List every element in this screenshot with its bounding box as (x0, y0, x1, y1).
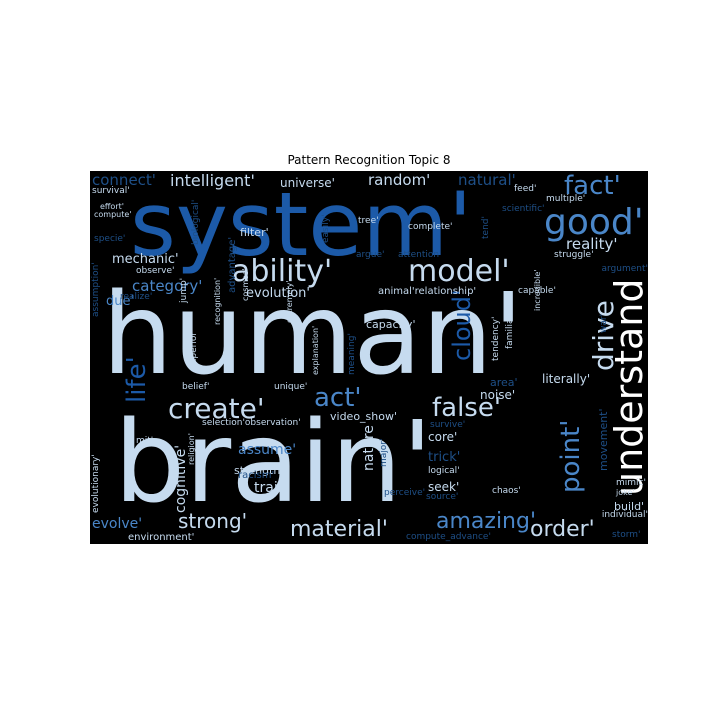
word-cloud-word: mechanic' (112, 252, 179, 267)
word-cloud: system' human' brain' understand ability' mod… (90, 171, 648, 544)
word-cloud-word: intelligent' (170, 171, 255, 190)
word-cloud-word: realize' (120, 292, 153, 302)
word-cloud-word: religion' (187, 433, 196, 465)
word-cloud-word: drive (587, 300, 620, 371)
word-cloud-word: compute_advance' (406, 532, 491, 542)
word-cloud-word: filter' (240, 226, 269, 239)
word-cloud-word: cosmos' (241, 268, 250, 301)
word-cloud-word: act' (314, 383, 362, 413)
word-cloud-word: specie' (94, 234, 126, 244)
word-cloud-word: complete' (408, 222, 453, 232)
word-cloud-word: feed' (514, 184, 537, 194)
word-cloud-word: material' (290, 517, 388, 542)
word-cloud-word: assume' (238, 442, 297, 458)
word-cloud-word: tend' (481, 216, 491, 239)
word-cloud-word: survive' (430, 420, 466, 430)
word-cloud-word: random' (368, 171, 431, 189)
word-cloud-word: trick' (428, 450, 461, 465)
word-cloud-word: effort' (100, 202, 124, 211)
word-cloud-word: argument' (601, 264, 649, 274)
word-cloud-word: chaos' (492, 486, 521, 496)
word-cloud-word: evolution' (246, 286, 310, 301)
word-cloud-word: compute' (94, 210, 132, 219)
word-cloud-word: nature (361, 425, 377, 471)
word-cloud-word: build' (614, 500, 645, 513)
word-cloud-word: logical' (428, 466, 460, 476)
word-cloud-word: biological' (191, 199, 201, 245)
word-cloud-word: seek' (428, 480, 460, 494)
word-cloud-word: belief' (182, 382, 210, 392)
word-cloud-word: mit' (136, 436, 154, 446)
word-cloud-word: universe' (280, 176, 335, 190)
word-cloud-word: due' (106, 294, 135, 309)
word-cloud-word: selection'observation' (202, 418, 301, 428)
word-cloud-word: storm' (612, 530, 641, 540)
word-cloud-word: perceive' (384, 488, 426, 498)
word-cloud-word: good' (544, 202, 644, 243)
word-cloud-word: false' (432, 393, 501, 423)
word-cloud-word: point' (556, 419, 586, 493)
word-cloud-word: jump' (179, 277, 189, 303)
word-cloud-word: animal'relationship' (378, 286, 477, 297)
word-cloud-word: struggle' (554, 250, 594, 260)
word-cloud-word: attention' (398, 250, 442, 260)
word-cloud-word: model' (408, 254, 510, 289)
word-cloud-word: war' (599, 313, 609, 333)
word-cloud-word: life' (122, 356, 152, 403)
word-cloud-word: meaning' (347, 333, 357, 375)
word-cloud-word: noise' (480, 388, 516, 402)
word-cloud-word: multiple' (546, 194, 586, 204)
word-cloud-word: capable' (518, 286, 556, 296)
word-cloud-word: literally' (542, 372, 591, 386)
word-cloud-word: assumption' (91, 262, 101, 317)
word-cloud-word: video_show' (330, 410, 397, 423)
word-cloud-word: racism' (238, 470, 275, 481)
word-cloud-word: tree' (358, 216, 379, 226)
word-cloud-word: area' (490, 376, 518, 389)
word-cloud-word: survival' (92, 186, 130, 196)
word-cloud-word: capacity' (366, 318, 416, 331)
word-cloud-word: system' (130, 173, 473, 276)
word-cloud-word: natural' (458, 171, 516, 189)
word-cloud-word: strength' (234, 464, 284, 477)
word-cloud-word: cloud' (448, 289, 476, 361)
word-cloud-word: easily' (321, 214, 331, 243)
word-cloud-word: tendency' (491, 316, 501, 361)
word-cloud-word: connect' (92, 171, 156, 189)
word-cloud-word: source' (426, 492, 459, 502)
figure-title: Pattern Recognition Topic 8 (287, 153, 451, 167)
word-cloud-word: brain' (114, 398, 433, 528)
word-cloud-word: observe' (136, 266, 175, 276)
word-cloud-word: mimic' (616, 478, 646, 488)
word-cloud-word: evolve' (92, 516, 143, 532)
word-cloud-word: major' (379, 438, 389, 467)
word-cloud-word: create' (168, 392, 265, 425)
word-cloud-word: human' (102, 270, 524, 400)
word-cloud-word: advantage' (227, 236, 238, 293)
word-cloud-word: movement' (597, 408, 610, 471)
word-cloud-word: familiar' (505, 312, 515, 349)
word-cloud-word: scientific' (502, 204, 545, 214)
word-cloud-word: strong' (178, 509, 248, 533)
word-cloud-word: core' (428, 430, 458, 444)
word-cloud-word: joke' (616, 488, 635, 497)
word-cloud-word: fact' (564, 171, 621, 201)
word-cloud-word: cognitive' (173, 444, 189, 513)
word-cloud-word: explanation' (311, 325, 320, 375)
word-cloud-word: argue' (356, 250, 385, 260)
word-cloud-word: incredible' (533, 269, 542, 311)
word-cloud-word: evolutionary' (91, 454, 101, 513)
word-cloud-word: superior' (189, 329, 199, 369)
word-cloud-word: order' (530, 517, 595, 542)
word-cloud-word: extremely' (285, 280, 294, 323)
word-cloud-word: recognition' (213, 277, 222, 325)
word-cloud-word: individual' (601, 510, 648, 520)
word-cloud-word: ability' (232, 254, 333, 289)
word-cloud-word: trait' (254, 480, 288, 496)
word-cloud-word: environment' (128, 532, 195, 543)
word-cloud-word: category' (132, 277, 203, 295)
word-cloud-word: reality' (566, 235, 618, 253)
word-cloud-word: unique' (274, 382, 308, 392)
word-cloud-word: amazing' (436, 509, 537, 534)
